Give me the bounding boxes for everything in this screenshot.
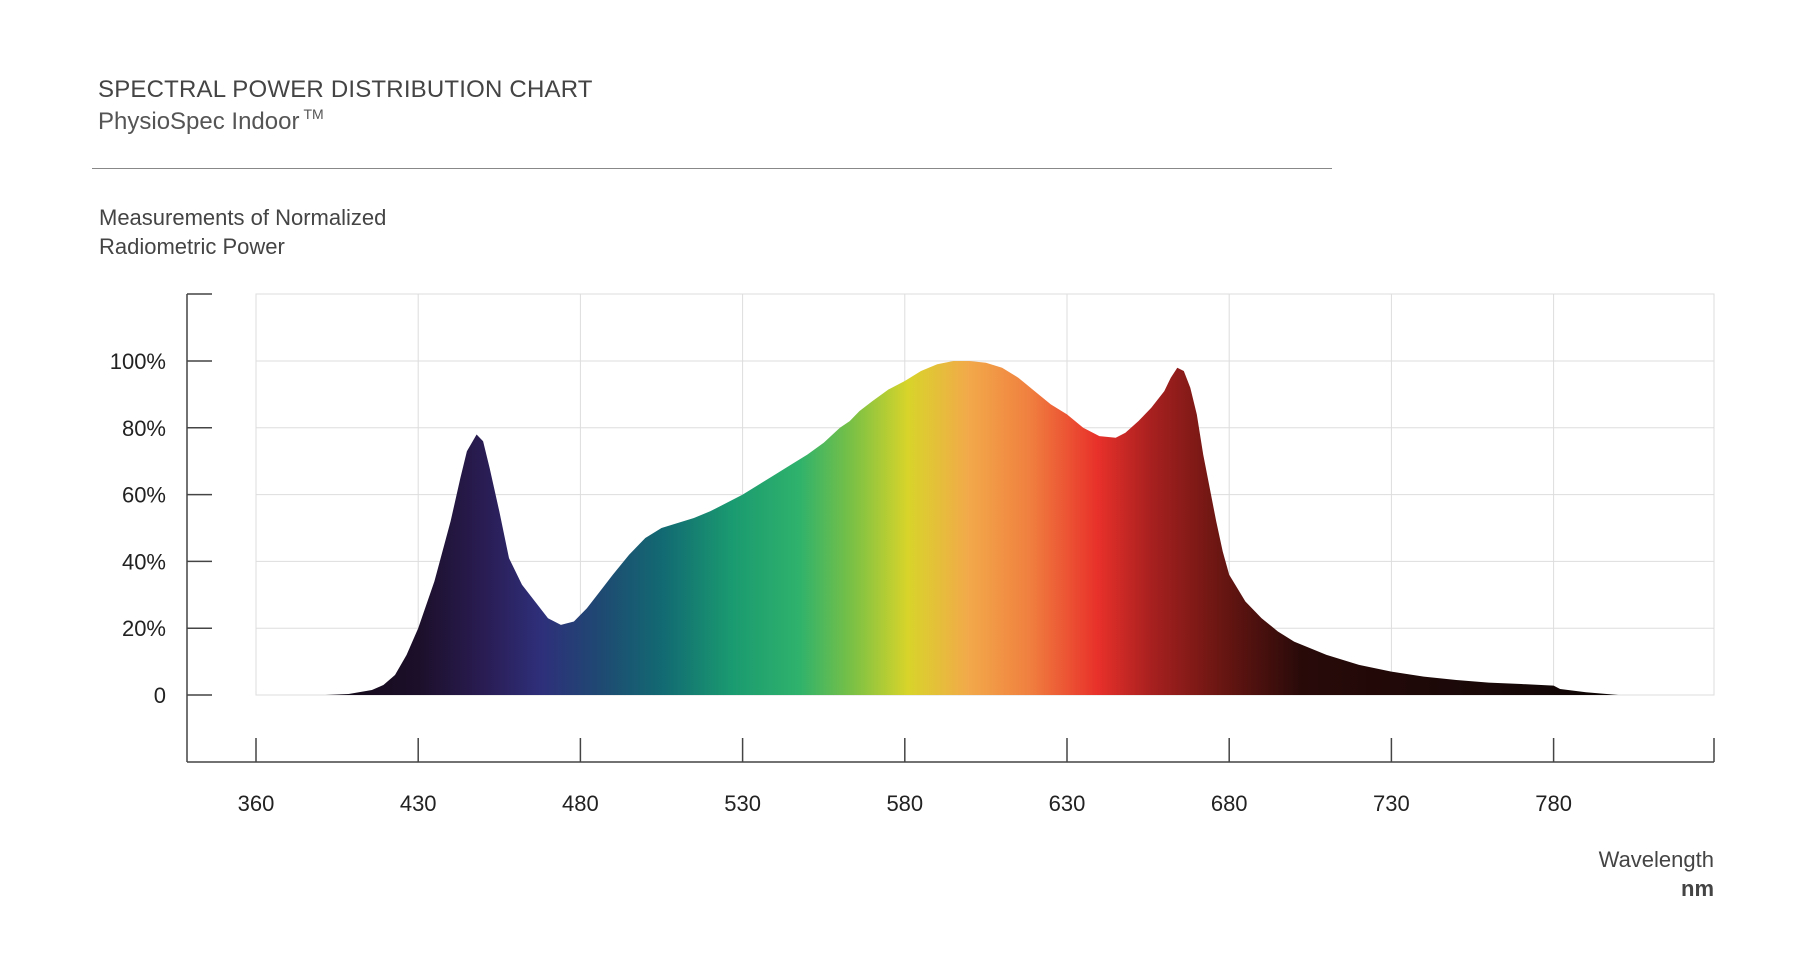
y-tick-label: 60% (122, 483, 166, 508)
x-tick-label: 530 (724, 791, 761, 816)
x-tick-label: 360 (238, 791, 275, 816)
x-tick-label: 730 (1373, 791, 1410, 816)
y-axis-description-line2: Radiometric Power (99, 234, 285, 259)
y-axis-description-line1: Measurements of Normalized (99, 205, 387, 230)
product-name: PhysioSpec Indoor (98, 108, 300, 135)
x-axis-unit: nm (1681, 876, 1714, 901)
x-axis-description: Wavelength nm (1599, 845, 1714, 903)
x-tick-label: 780 (1535, 791, 1572, 816)
header-divider (92, 168, 1332, 169)
x-axis-label: Wavelength (1598, 847, 1714, 872)
x-tick-label: 580 (886, 791, 923, 816)
x-tick-label: 680 (1211, 791, 1248, 816)
y-tick-label: 100% (110, 349, 166, 374)
trademark-mark: TM (303, 106, 324, 122)
y-tick-label: 20% (122, 616, 166, 641)
chart-title: SPECTRAL POWER DISTRIBUTION CHART (98, 76, 593, 103)
chart-subtitle: PhysioSpec Indoor TM (98, 106, 324, 136)
x-tick-label: 480 (562, 791, 599, 816)
x-tick-label: 430 (400, 791, 437, 816)
spectrum-area (302, 361, 1619, 695)
y-tick-label: 40% (122, 549, 166, 574)
y-axis-description: Measurements of Normalized Radiometric P… (99, 203, 386, 261)
y-tick-label: 80% (122, 416, 166, 441)
axes: 0 20% 40% 60% 80% 100% 360 430 480 530 580 630 680 73… (110, 293, 1715, 816)
y-tick-label: 0 (154, 683, 166, 708)
x-tick-label: 630 (1049, 791, 1086, 816)
